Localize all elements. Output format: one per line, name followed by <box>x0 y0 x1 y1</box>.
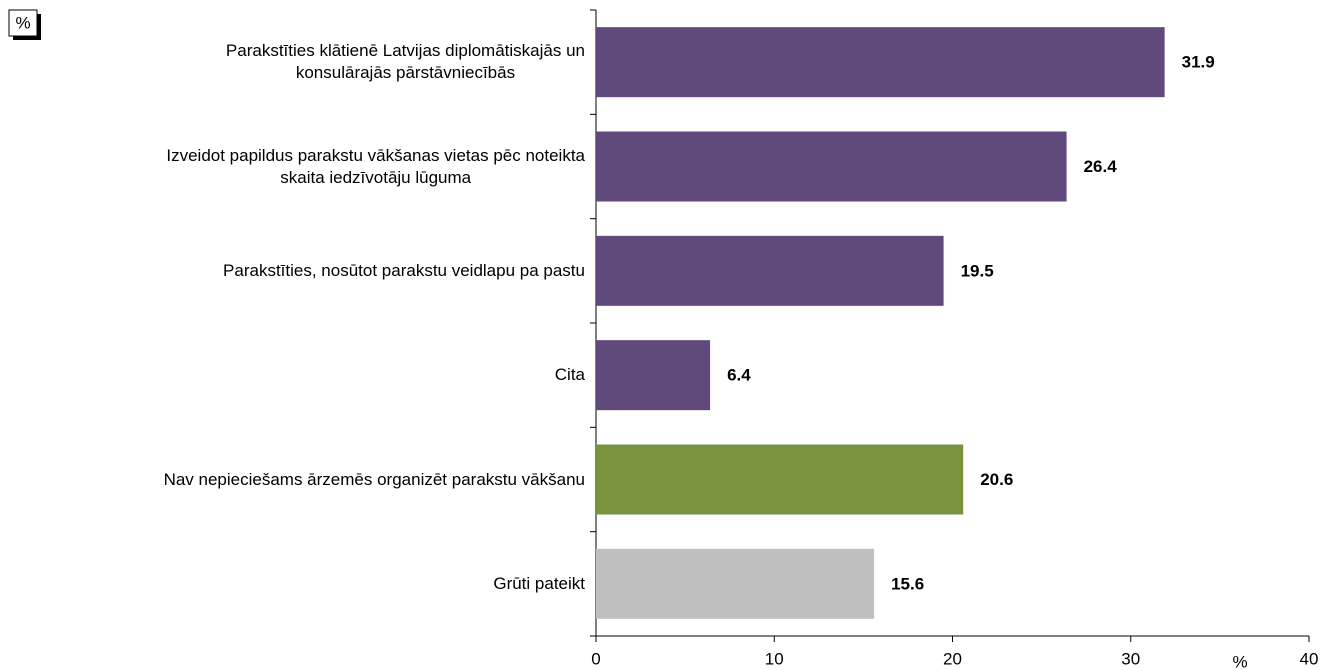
bar <box>596 444 964 515</box>
x-tick-label: 20 <box>943 649 962 668</box>
value-label: 19.5 <box>961 261 994 280</box>
category-label: Nav nepieciešams ārzemēs organizēt parak… <box>163 469 585 489</box>
unit-box <box>8 9 38 37</box>
value-label: 6.4 <box>727 366 751 385</box>
bar <box>596 340 711 411</box>
category-label: Parakstīties, nosūtot parakstu veidlapu … <box>223 260 585 280</box>
value-label: 31.9 <box>1182 53 1215 72</box>
unit-label: % <box>15 13 30 32</box>
x-tick-label: 0 <box>591 649 600 668</box>
bar <box>596 131 1067 202</box>
x-tick-label: 40 <box>1300 649 1319 668</box>
value-label: 20.6 <box>980 470 1013 489</box>
x-tick-label: 30 <box>1121 649 1140 668</box>
value-label: 15.6 <box>891 574 924 593</box>
x-tick-label: 10 <box>765 649 784 668</box>
category-label: Grūti pateikt <box>493 573 585 593</box>
x-axis-label: % <box>1232 652 1247 670</box>
category-label: Izveidot papildus parakstu vākšanas viet… <box>166 145 585 187</box>
value-label: 26.4 <box>1084 157 1118 176</box>
category-label: Cita <box>554 365 585 385</box>
bar <box>596 27 1165 98</box>
category-label: Parakstīties klātienē Latvijas diplomāti… <box>225 41 585 83</box>
bar <box>596 235 944 306</box>
bar <box>596 548 875 619</box>
